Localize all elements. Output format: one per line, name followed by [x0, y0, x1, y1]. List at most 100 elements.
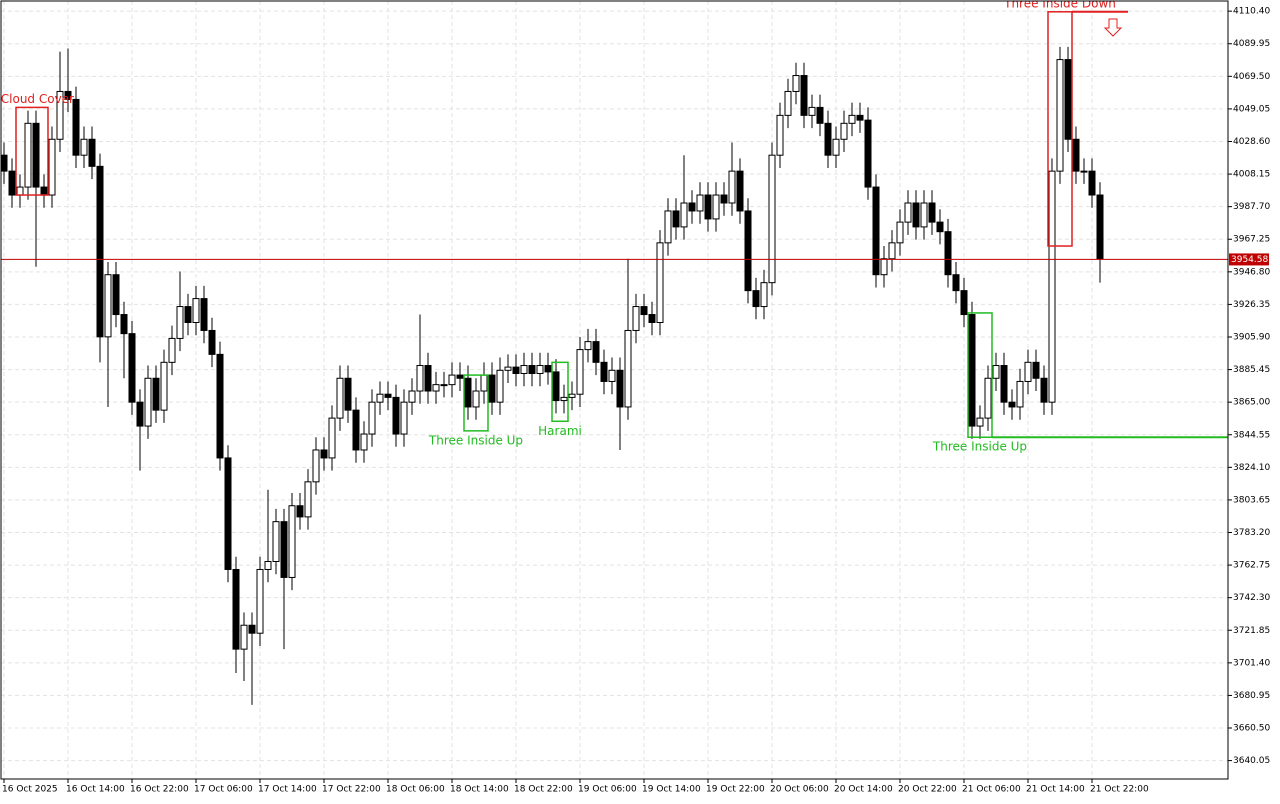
bear-candle: [64, 90, 72, 100]
pattern-label: Harami: [538, 424, 582, 438]
bull-candle: [792, 75, 800, 92]
x-tick-label: 17 Oct 14:00: [258, 785, 317, 795]
x-tick-label: 16 Oct 2025: [2, 785, 58, 795]
bear-candle: [232, 568, 240, 650]
bear-candle: [320, 449, 328, 459]
bull-candle: [504, 366, 512, 371]
bear-candle: [200, 298, 208, 331]
y-tick-label: 3885.45: [1233, 365, 1270, 375]
bull-candle: [240, 624, 248, 650]
bear-candle: [1072, 138, 1080, 172]
bull-candle: [696, 194, 704, 212]
bear-candle: [248, 624, 256, 634]
pattern-box: [1047, 11, 1073, 247]
bull-candle: [984, 377, 992, 419]
bull-candle: [160, 361, 168, 411]
bear-candle: [96, 165, 104, 338]
bear-candle: [280, 521, 288, 578]
bear-candle: [8, 170, 16, 196]
bull-candle: [312, 449, 320, 483]
bear-candle: [344, 377, 352, 411]
bear-candle: [216, 353, 224, 459]
bear-candle: [352, 409, 360, 451]
y-tick-label: 4069.50: [1233, 72, 1270, 82]
bull-candle: [24, 122, 32, 188]
y-tick-label: 3844.55: [1233, 430, 1270, 440]
y-tick-label: 4089.95: [1233, 39, 1270, 49]
bull-candle: [400, 401, 408, 435]
bear-candle: [928, 202, 936, 223]
x-tick-label: 16 Oct 22:00: [130, 785, 189, 795]
pattern-box: [551, 361, 569, 423]
plot-frame: [0, 0, 1229, 780]
pattern-label: Three Inside Up: [428, 433, 523, 447]
bear-candle: [1008, 401, 1016, 408]
bear-candle: [912, 202, 920, 228]
bull-candle: [832, 138, 840, 156]
bull-candle: [408, 390, 416, 403]
bull-candle: [1016, 380, 1024, 408]
bear-candle: [944, 231, 952, 276]
bull-candle: [288, 505, 296, 578]
bull-candle: [336, 377, 344, 419]
pattern-box: [463, 374, 489, 432]
bull-candle: [784, 90, 792, 116]
bear-candle: [456, 374, 464, 379]
bull-candle: [80, 138, 88, 156]
x-tick-label: 20 Oct 14:00: [834, 785, 893, 795]
bear-candle: [1040, 377, 1048, 403]
bull-candle: [104, 274, 112, 338]
bull-candle: [328, 417, 336, 459]
pattern-label: Three Inside Up: [932, 440, 1027, 454]
bear-candle: [688, 202, 696, 212]
bull-candle: [656, 242, 664, 323]
y-tick-label: 3660.50: [1233, 724, 1270, 734]
bear-candle: [1032, 361, 1040, 379]
bear-candle: [736, 170, 744, 212]
bull-candle: [432, 384, 440, 392]
bull-candle: [472, 390, 480, 408]
bull-candle: [56, 90, 64, 140]
bull-candle: [368, 401, 376, 435]
bull-candle: [760, 282, 768, 308]
x-tick-label: 18 Oct 14:00: [450, 785, 509, 795]
bull-candle: [1024, 361, 1032, 382]
bull-candle: [632, 306, 640, 331]
bear-candle: [112, 274, 120, 316]
bear-candle: [872, 186, 880, 276]
bear-candle: [936, 221, 944, 233]
x-tick-label: 21 Oct 14:00: [1026, 785, 1085, 795]
bear-candle: [32, 122, 40, 188]
bull-candle: [272, 521, 280, 563]
bull-candle: [624, 329, 632, 408]
bear-candle: [1000, 365, 1008, 403]
bear-candle: [816, 106, 824, 124]
y-tick-label: 3946.80: [1233, 267, 1270, 277]
bull-candle: [192, 298, 200, 323]
bear-candle: [488, 374, 496, 403]
bear-candle: [640, 306, 648, 316]
bear-candle: [72, 98, 80, 156]
x-tick-label: 16 Oct 14:00: [66, 785, 125, 795]
bull-candle: [360, 433, 368, 451]
bull-candle: [992, 365, 1000, 379]
bull-candle: [168, 337, 176, 363]
bull-candle: [480, 374, 488, 392]
bear-candle: [528, 365, 536, 374]
plot-area: k Cloud Cover Three Inside Up Harami Three …: [1, 1, 1228, 779]
bull-candle: [904, 202, 912, 223]
bear-candle: [600, 361, 608, 382]
x-tick-label: 20 Oct 06:00: [770, 785, 829, 795]
bull-candle: [1048, 170, 1056, 403]
x-tick-label: 21 Oct 22:00: [1090, 785, 1149, 795]
bull-candle: [1080, 170, 1088, 173]
bull-candle: [664, 210, 672, 244]
y-tick-label: 3865.00: [1233, 398, 1270, 408]
bear-candle: [824, 122, 832, 156]
bull-candle: [440, 384, 448, 387]
y-tick-label: 3640.05: [1233, 756, 1270, 766]
x-tick-label: 19 Oct 06:00: [578, 785, 637, 795]
bear-candle: [856, 114, 864, 121]
